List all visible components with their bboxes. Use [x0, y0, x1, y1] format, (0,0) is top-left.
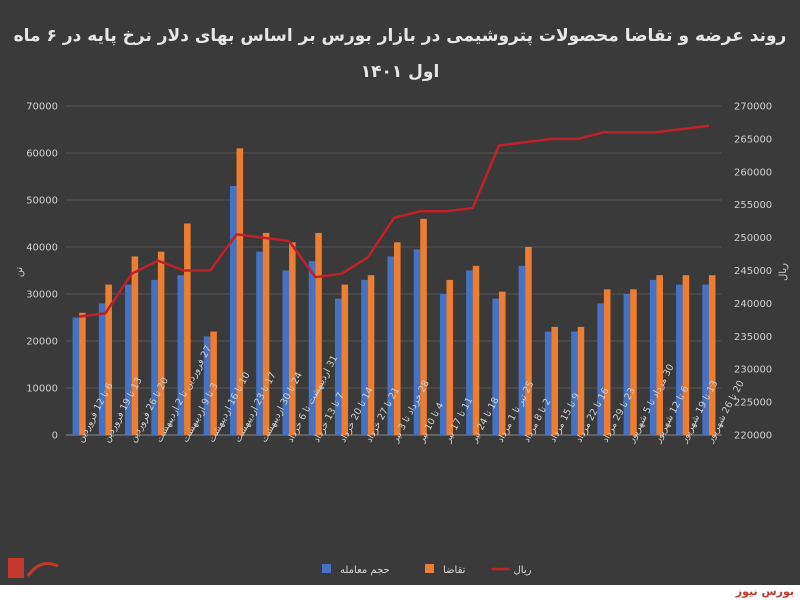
bar-volume: [177, 275, 185, 435]
y-axis-left-label: تن: [14, 267, 25, 278]
bar-volume: [72, 317, 80, 435]
legend-label: ریال: [514, 565, 532, 576]
bar-demand: [79, 312, 86, 435]
bar-demand: [708, 275, 716, 435]
y-left-tick-label: 40000: [26, 243, 58, 254]
y-left-tick-label: 60000: [26, 149, 58, 160]
y-right-tick-label: 250000: [734, 233, 772, 244]
chart-svg: 0 10000 20000 30000 40000 50000 60000 70000 220…: [14, 102, 789, 577]
y-left-tick-label: 50000: [26, 196, 58, 207]
bar-demand: [603, 289, 611, 435]
y-right-tick-label: 220000: [734, 431, 772, 442]
bar-demand: [498, 291, 506, 435]
y-left-tick-label: 20000: [26, 337, 58, 348]
legend-swatch-demand: [425, 564, 434, 573]
bar-volume: [623, 294, 631, 435]
bar-demand: [394, 242, 401, 435]
y-right-tick-label: 245000: [734, 266, 772, 277]
legend-label: حجم معامله: [340, 565, 390, 576]
chart-subtitle: اول ۱۴۰۱: [360, 62, 440, 82]
bar-demand: [472, 265, 480, 435]
bar-demand: [210, 331, 217, 435]
rial-line: [78, 124, 710, 318]
bar-volume: [387, 256, 394, 435]
bar-demand: [315, 232, 322, 435]
bar-demand: [131, 256, 139, 435]
bar-volume: [230, 185, 237, 435]
y-left-tick-label: 10000: [26, 384, 58, 395]
y-right-tick-label: 255000: [734, 200, 772, 211]
bar-volume: [361, 279, 368, 435]
bar-demand: [577, 326, 585, 435]
bar-demand: [341, 284, 349, 435]
source-logo-icon: [8, 558, 59, 578]
bar-demand: [184, 223, 191, 435]
y-right-tick-label: 240000: [734, 299, 772, 310]
y-left-tick-label: 30000: [26, 290, 58, 301]
bar-volume: [203, 336, 211, 435]
bar-volume: [702, 284, 709, 435]
bar-demand: [289, 242, 296, 435]
y-axis-right-label: ریال: [778, 263, 789, 281]
bar-demand: [157, 251, 165, 435]
legend: حجم معامله تقاضا ریال: [322, 564, 532, 576]
bar-demand: [551, 326, 558, 435]
bar-demand: [105, 284, 112, 435]
bar-volume: [492, 298, 499, 435]
bars: [72, 148, 716, 436]
bar-demand: [236, 148, 244, 436]
bar-volume: [334, 298, 342, 435]
bar-volume: [544, 331, 552, 435]
y-axis-right: 220000 225000 230000 235000 240000 245000 2500…: [734, 102, 772, 442]
bar-volume: [125, 284, 132, 435]
bar-volume: [256, 251, 263, 435]
rial-line-path: [78, 124, 710, 318]
bar-volume: [676, 284, 683, 435]
y-left-tick-label: 70000: [26, 102, 58, 113]
y-left-tick-label: 0: [52, 431, 58, 442]
y-right-tick-label: 260000: [734, 167, 772, 178]
bar-demand: [682, 275, 690, 435]
chart-title: روند عرضه و تقاضا محصولات پتروشیمی در با…: [13, 26, 787, 46]
bar-volume: [413, 249, 421, 435]
bar-volume: [308, 261, 316, 435]
bar-volume: [649, 279, 657, 435]
bar-volume: [466, 270, 473, 435]
bar-volume: [518, 265, 526, 435]
bar-volume: [98, 303, 106, 435]
y-right-tick-label: 270000: [734, 102, 772, 113]
bar-demand: [630, 289, 637, 435]
bar-volume: [151, 279, 158, 435]
legend-label: تقاضا: [443, 565, 466, 576]
y-right-tick-label: 265000: [734, 134, 772, 145]
y-right-tick-label: 225000: [734, 398, 772, 409]
bar-demand: [367, 275, 375, 435]
bar-demand: [262, 232, 270, 435]
y-axis-left: 0 10000 20000 30000 40000 50000 60000 70000: [26, 102, 58, 442]
bar-volume: [439, 294, 447, 435]
bar-volume: [571, 331, 578, 435]
legend-swatch-volume: [322, 564, 331, 573]
bar-demand: [420, 218, 427, 435]
bar-volume: [597, 303, 604, 435]
bar-demand: [656, 275, 663, 435]
bar-volume: [282, 270, 290, 435]
bar-demand: [446, 279, 454, 435]
source-logo-text: بورس نیوز: [735, 585, 794, 598]
bar-demand: [525, 247, 532, 435]
y-right-tick-label: 235000: [734, 332, 772, 343]
y-right-tick-label: 230000: [734, 365, 772, 376]
